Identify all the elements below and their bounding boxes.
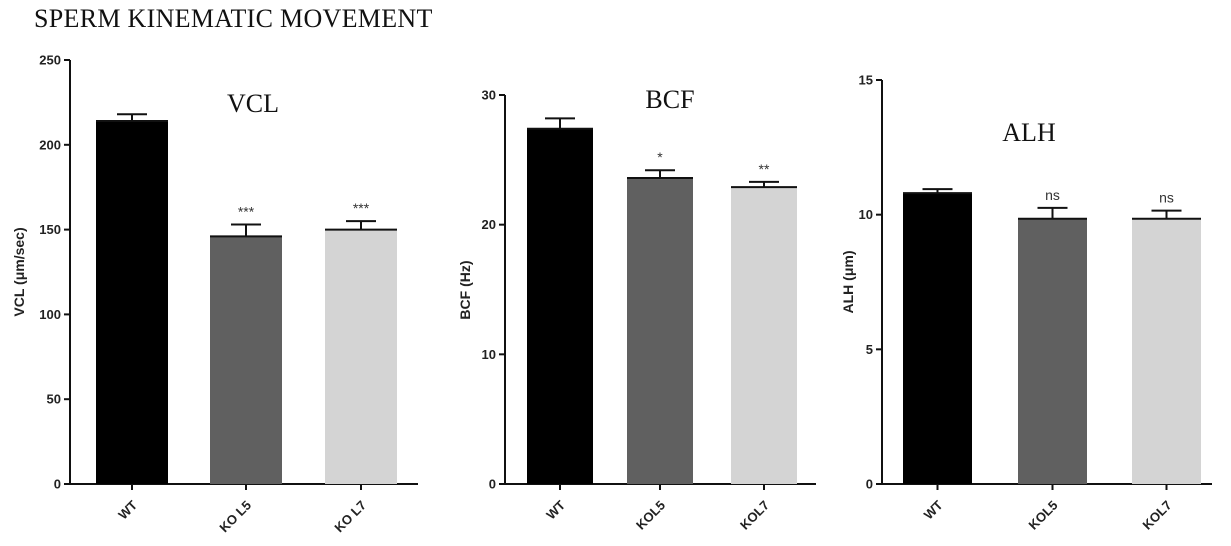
- y-tick-label: 10: [482, 347, 496, 362]
- chart-title: ALH: [1002, 118, 1056, 147]
- significance-label: ***: [353, 200, 370, 216]
- y-tick-label: 200: [39, 137, 61, 152]
- chart-panel-bcf: BCF 0 10 20 30 BCF (Hz) WT KOL5 * KOL7 **: [457, 85, 816, 533]
- chart-title: VCL: [227, 89, 279, 118]
- significance-label: *: [657, 149, 663, 165]
- y-tick-label: 5: [866, 342, 873, 357]
- y-tick-label: 30: [482, 88, 496, 103]
- significance-label: ***: [238, 204, 255, 220]
- y-axis-label: VCL (μm/sec): [11, 227, 27, 316]
- x-category-label: WT: [543, 497, 568, 522]
- bar-wt: [903, 193, 972, 484]
- y-tick-label: 250: [39, 53, 61, 68]
- y-tick-label: 10: [859, 207, 873, 222]
- x-category-label: KO L7: [331, 498, 369, 536]
- chart-title: BCF: [645, 85, 694, 114]
- y-tick-label: 100: [39, 307, 61, 322]
- chart-panel-vcl: VCL 0 50 100 150 200 250 VCL (μm/sec) WT KO L5 ***…: [11, 53, 418, 536]
- y-tick-label: 0: [54, 477, 61, 492]
- bar-ko-l5: [210, 236, 282, 484]
- bar-kol7: [1132, 218, 1201, 484]
- y-tick-label: 0: [866, 477, 873, 492]
- x-category-label: KOL5: [633, 498, 668, 533]
- x-category-label: KO L5: [216, 498, 254, 536]
- y-tick-label: 0: [489, 477, 496, 492]
- significance-label: ns: [1045, 187, 1060, 203]
- x-category-label: KOL7: [1139, 498, 1174, 533]
- x-category-label: KOL7: [737, 498, 772, 533]
- x-category-label: WT: [921, 497, 946, 522]
- y-tick-label: 20: [482, 217, 496, 232]
- y-axis-label: BCF (Hz): [457, 260, 473, 319]
- figure-title: SPERM KINEMATIC MOVEMENT: [34, 4, 433, 33]
- significance-label: **: [759, 161, 770, 177]
- y-axis-label: ALH (μm): [840, 251, 856, 314]
- y-tick-label: 50: [47, 392, 61, 407]
- bar-wt: [527, 128, 593, 485]
- y-tick-label: 15: [859, 73, 873, 88]
- bar-kol7: [731, 187, 797, 484]
- bar-wt: [96, 121, 168, 484]
- chart-panel-alh: ALH 0 5 10 15 ALH (μm) WT KOL5 ns KOL7 ns: [840, 73, 1212, 533]
- x-category-label: WT: [115, 497, 140, 522]
- bar-kol5: [627, 177, 693, 484]
- y-tick-label: 150: [39, 222, 61, 237]
- bar-kol5: [1018, 218, 1087, 484]
- x-category-label: KOL5: [1025, 498, 1060, 533]
- significance-label: ns: [1159, 190, 1174, 206]
- bar-ko-l7: [325, 229, 397, 484]
